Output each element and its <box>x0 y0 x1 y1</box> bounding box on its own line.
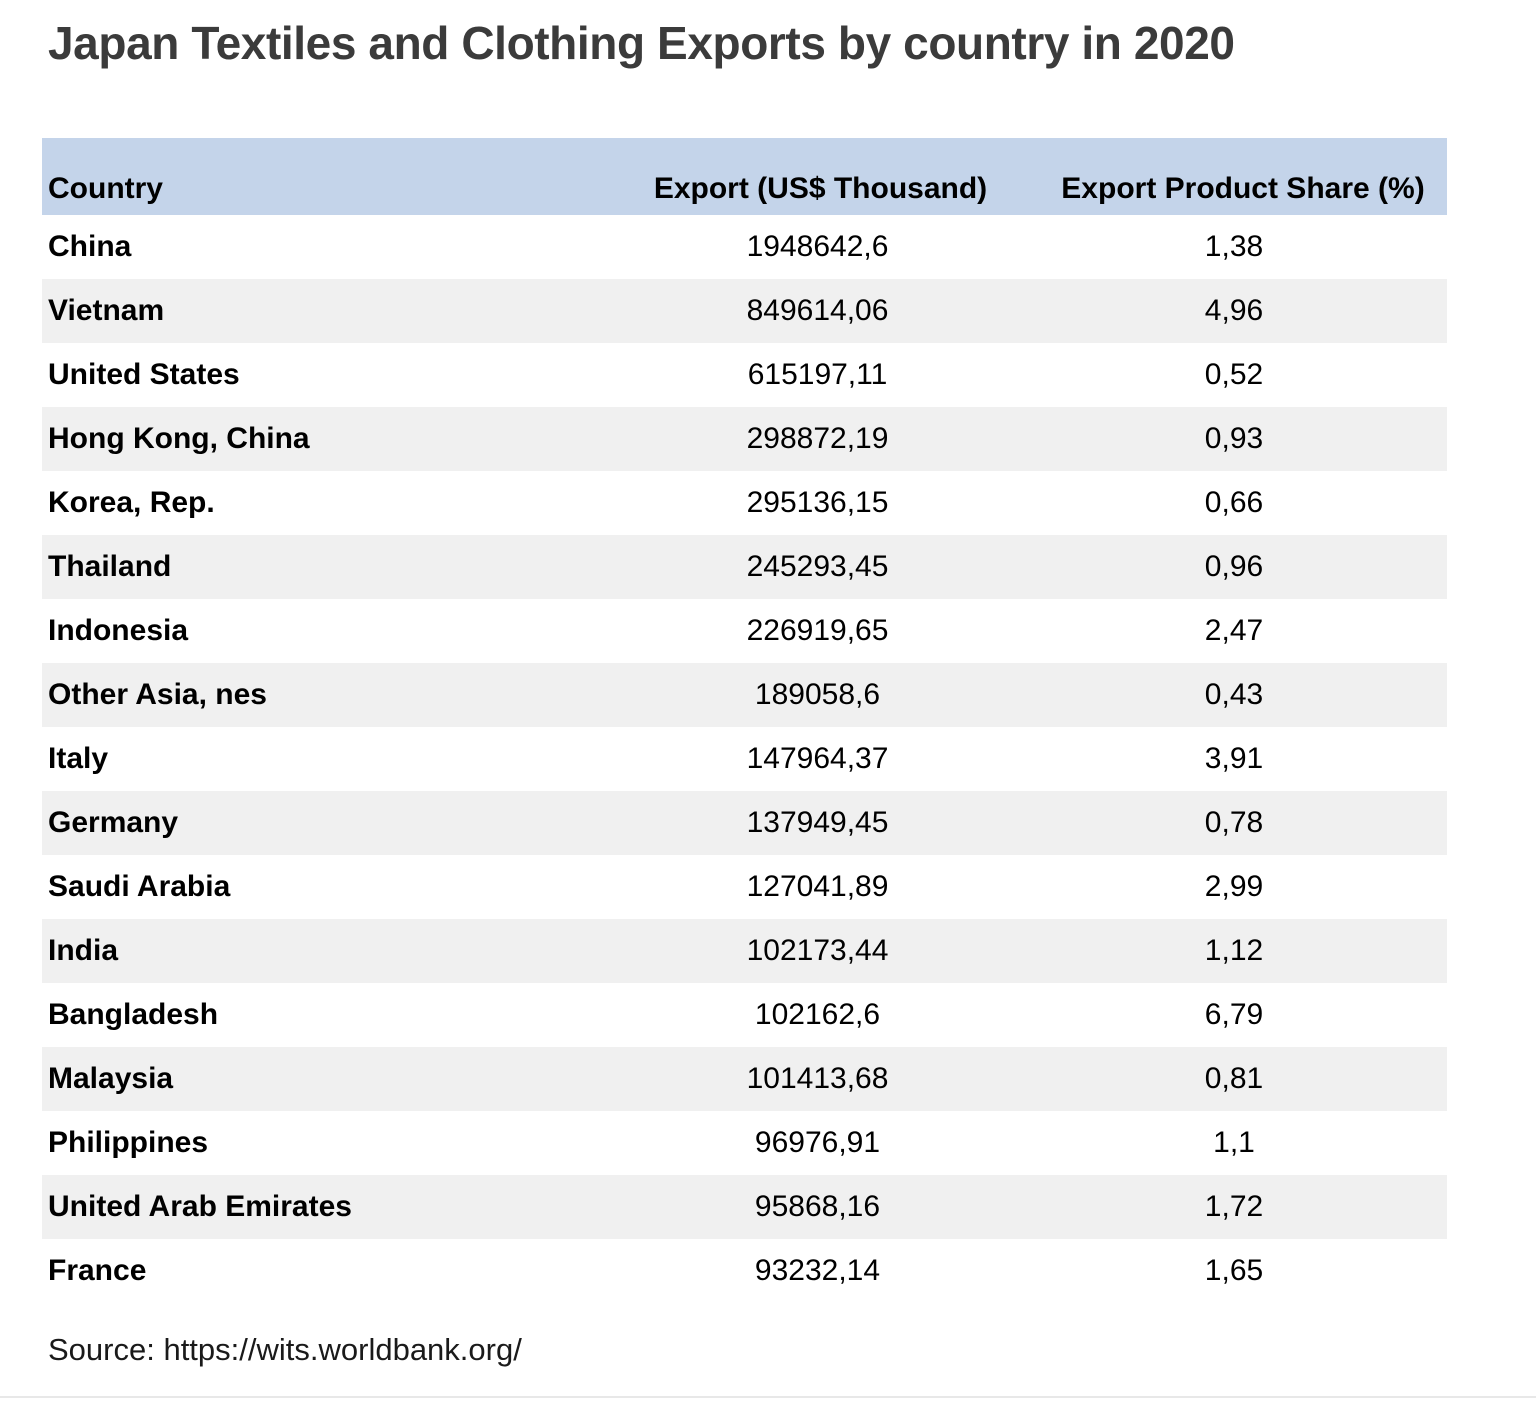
cell-export-product-share: 0,52 <box>1204 358 1264 391</box>
cell-export-value: 93232,14 <box>754 1254 881 1287</box>
cell-export-product-share: 6,79 <box>1204 998 1264 1031</box>
table-header: Country Export (US$ Thousand) Export Pro… <box>42 138 1447 215</box>
cell-country: Italy <box>48 742 109 775</box>
cell-country: Philippines <box>48 1126 209 1159</box>
cell-country: Other Asia, nes <box>48 678 267 711</box>
page-title: Japan Textiles and Clothing Exports by c… <box>48 17 1235 69</box>
cell-export-value: 147964,37 <box>746 742 889 775</box>
table-body: China 1948642,6 1,38 Vietnam 849614,06 4,96 Un… <box>42 215 1447 1303</box>
cell-country: United Arab Emirates <box>48 1190 352 1223</box>
cell-export-product-share: 0,93 <box>1204 422 1264 455</box>
cell-export-value: 298872,19 <box>746 422 889 455</box>
cell-export-product-share: 0,43 <box>1204 678 1264 711</box>
cell-export-value: 127041,89 <box>746 870 889 903</box>
cell-country: Indonesia <box>48 614 189 647</box>
cell-export-value: 95868,16 <box>754 1190 881 1223</box>
table-row[interactable]: Other Asia, nes 189058,6 0,43 <box>42 663 1447 727</box>
cell-export-value: 101413,68 <box>746 1062 889 1095</box>
cell-export-value: 245293,45 <box>746 550 889 583</box>
cell-export-product-share: 1,65 <box>1204 1254 1264 1287</box>
cell-country: Saudi Arabia <box>48 870 231 903</box>
table-row[interactable]: Indonesia 226919,65 2,47 <box>42 599 1447 663</box>
table-row[interactable]: India 102173,44 1,12 <box>42 919 1447 983</box>
table-row[interactable]: China 1948642,6 1,38 <box>42 215 1447 279</box>
cell-country: Malaysia <box>48 1062 174 1095</box>
cell-country: India <box>48 934 119 967</box>
cell-export-value: 226919,65 <box>746 614 889 647</box>
cell-export-product-share: 3,91 <box>1204 742 1264 775</box>
cell-country: Vietnam <box>48 294 165 327</box>
table-header-row: Country Export (US$ Thousand) Export Pro… <box>42 138 1447 215</box>
cell-export-value: 1948642,6 <box>746 230 889 263</box>
cell-export-product-share: 0,66 <box>1204 486 1264 519</box>
cell-export-value: 102173,44 <box>746 934 889 967</box>
table-row[interactable]: Germany 137949,45 0,78 <box>42 791 1447 855</box>
table-row[interactable]: Malaysia 101413,68 0,81 <box>42 1047 1447 1111</box>
table-row[interactable]: Philippines 96976,91 1,1 <box>42 1111 1447 1175</box>
column-header-export[interactable]: Export (US$ Thousand) <box>653 172 988 205</box>
cell-export-value: 137949,45 <box>746 806 889 839</box>
exports-table: Country Export (US$ Thousand) Export Pro… <box>42 138 1447 1303</box>
column-header-country[interactable]: Country <box>48 172 163 205</box>
table-row[interactable]: Thailand 245293,45 0,96 <box>42 535 1447 599</box>
table-row[interactable]: United States 615197,11 0,52 <box>42 343 1447 407</box>
cell-export-product-share: 0,81 <box>1204 1062 1264 1095</box>
column-header-export-product-share[interactable]: Export Product Share (%) <box>1061 172 1425 205</box>
cell-export-value: 615197,11 <box>747 358 888 391</box>
cell-country: United States <box>48 358 240 391</box>
table-row[interactable]: Italy 147964,37 3,91 <box>42 727 1447 791</box>
cell-export-product-share: 0,78 <box>1204 806 1264 839</box>
table-row[interactable]: United Arab Emirates 95868,16 1,72 <box>42 1175 1447 1239</box>
cell-export-product-share: 2,47 <box>1204 614 1264 647</box>
cell-country: Thailand <box>48 550 172 583</box>
table-row[interactable]: Saudi Arabia 127041,89 2,99 <box>42 855 1447 919</box>
cell-export-value: 102162,6 <box>754 998 881 1031</box>
source-note: Source: https://wits.worldbank.org/ <box>48 1332 522 1367</box>
cell-export-value: 96976,91 <box>754 1126 881 1159</box>
cell-export-product-share: 1,72 <box>1204 1190 1264 1223</box>
cell-export-value: 295136,15 <box>746 486 889 519</box>
cell-export-product-share: 0,96 <box>1204 550 1264 583</box>
table-row[interactable]: Bangladesh 102162,6 6,79 <box>42 983 1447 1047</box>
bottom-divider <box>0 1396 1536 1398</box>
cell-country: Germany <box>48 806 179 839</box>
cell-export-value: 189058,6 <box>754 678 881 711</box>
cell-country: France <box>48 1254 147 1287</box>
cell-country: China <box>48 230 132 263</box>
cell-export-product-share: 1,1 <box>1213 1126 1255 1159</box>
cell-country: Hong Kong, China <box>48 422 310 455</box>
cell-export-product-share: 2,99 <box>1204 870 1264 903</box>
cell-country: Korea, Rep. <box>48 486 215 519</box>
cell-export-value: 849614,06 <box>746 294 889 327</box>
cell-country: Bangladesh <box>48 998 219 1031</box>
table-row[interactable]: France 93232,14 1,65 <box>42 1239 1447 1303</box>
table-row[interactable]: Vietnam 849614,06 4,96 <box>42 279 1447 343</box>
cell-export-product-share: 1,38 <box>1204 230 1264 263</box>
cell-export-product-share: 4,96 <box>1204 294 1264 327</box>
table-row[interactable]: Hong Kong, China 298872,19 0,93 <box>42 407 1447 471</box>
exports-table-container: Country Export (US$ Thousand) Export Pro… <box>42 138 1447 1303</box>
table-row[interactable]: Korea, Rep. 295136,15 0,66 <box>42 471 1447 535</box>
cell-export-product-share: 1,12 <box>1204 934 1264 967</box>
